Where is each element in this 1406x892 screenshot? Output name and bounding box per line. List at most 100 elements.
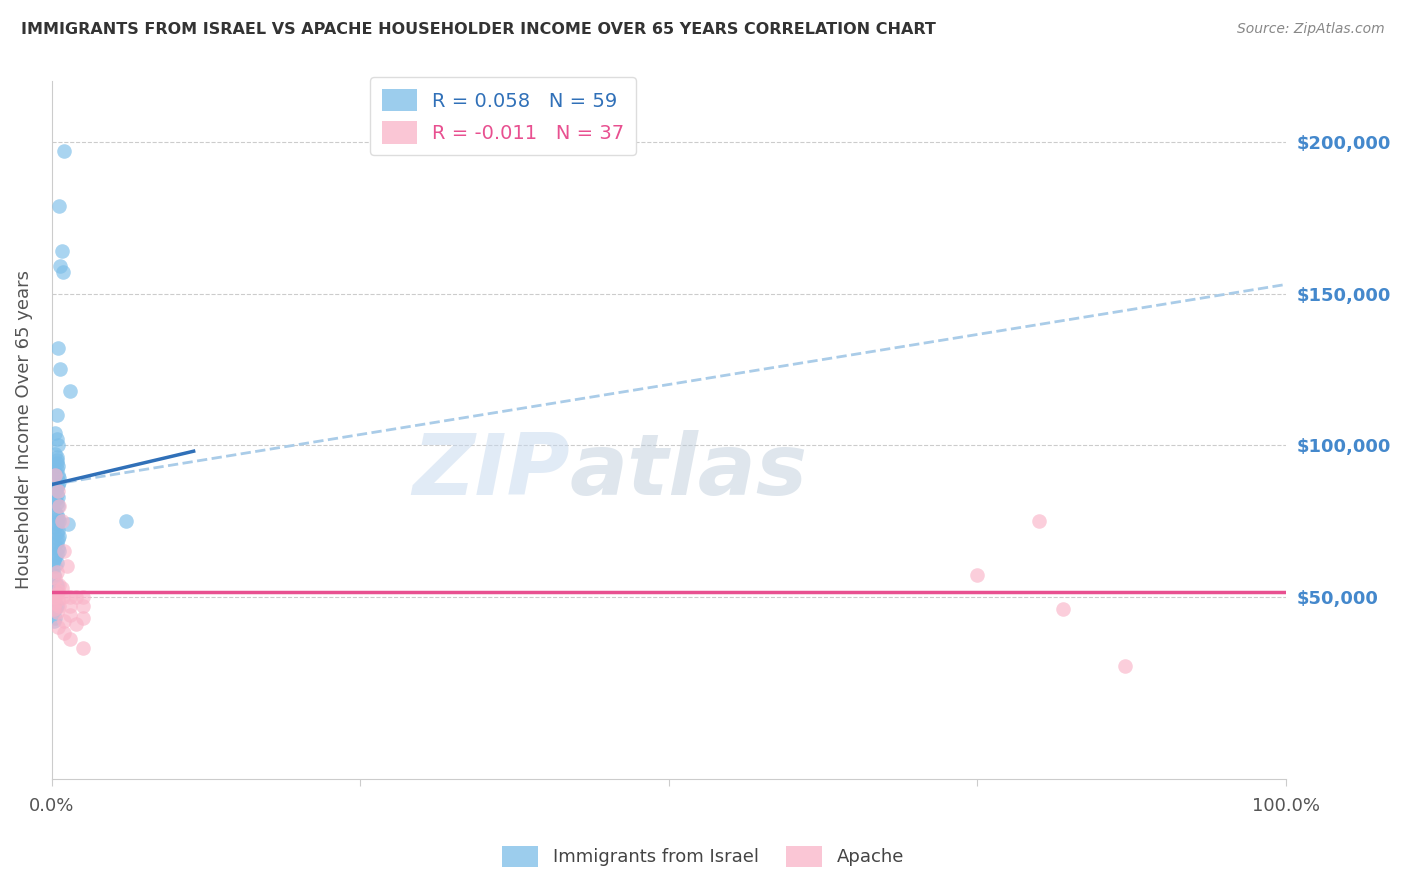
Point: [1052, 601, 1074, 615]
Point: [46, 477, 69, 491]
Point: [45, 450, 67, 465]
Point: [1028, 514, 1050, 528]
Point: [59, 590, 82, 604]
Point: [65, 616, 87, 631]
Point: [44, 596, 66, 610]
Point: [45, 432, 67, 446]
Point: [45, 496, 67, 510]
Point: [45, 453, 67, 467]
Point: [45, 535, 67, 549]
Point: [46, 583, 69, 598]
Point: [45, 481, 67, 495]
Point: [46, 490, 69, 504]
Point: [72, 611, 94, 625]
Text: atlas: atlas: [569, 430, 808, 513]
Point: [49, 260, 72, 274]
Y-axis label: Householder Income Over 65 years: Householder Income Over 65 years: [15, 270, 32, 590]
Point: [49, 362, 72, 376]
Point: [46, 592, 69, 607]
Point: [44, 583, 66, 598]
Point: [53, 544, 76, 558]
Point: [44, 614, 66, 628]
Point: [45, 547, 67, 561]
Point: [46, 511, 69, 525]
Point: [45, 408, 67, 422]
Point: [46, 499, 69, 513]
Point: [44, 492, 66, 507]
Point: [72, 641, 94, 656]
Point: [53, 614, 76, 628]
Text: IMMIGRANTS FROM ISRAEL VS APACHE HOUSEHOLDER INCOME OVER 65 YEARS CORRELATION CH: IMMIGRANTS FROM ISRAEL VS APACHE HOUSEHO…: [21, 22, 936, 37]
Point: [46, 483, 69, 498]
Text: Source: ZipAtlas.com: Source: ZipAtlas.com: [1237, 22, 1385, 37]
Point: [46, 541, 69, 556]
Point: [48, 529, 70, 543]
Point: [44, 596, 66, 610]
Point: [46, 468, 69, 483]
Point: [59, 632, 82, 646]
Point: [45, 587, 67, 601]
Point: [53, 626, 76, 640]
Point: [55, 559, 77, 574]
Point: [45, 526, 67, 541]
Point: [44, 611, 66, 625]
Point: [48, 499, 70, 513]
Point: [45, 577, 67, 591]
Point: [45, 557, 67, 571]
Point: [44, 553, 66, 567]
Text: ZIP: ZIP: [412, 430, 569, 513]
Point: [44, 601, 66, 615]
Point: [51, 514, 73, 528]
Point: [44, 559, 66, 574]
Point: [44, 505, 66, 519]
Point: [44, 425, 66, 440]
Legend: Immigrants from Israel, Apache: Immigrants from Israel, Apache: [495, 838, 911, 874]
Point: [966, 568, 988, 582]
Point: [44, 590, 66, 604]
Point: [44, 483, 66, 498]
Point: [48, 544, 70, 558]
Point: [52, 590, 75, 604]
Point: [48, 199, 70, 213]
Point: [44, 466, 66, 480]
Point: [59, 607, 82, 622]
Point: [44, 572, 66, 586]
Point: [44, 468, 66, 483]
Point: [59, 599, 82, 613]
Point: [114, 514, 136, 528]
Point: [44, 590, 66, 604]
Point: [45, 456, 67, 470]
Point: [44, 601, 66, 615]
Point: [45, 486, 67, 500]
Point: [72, 590, 94, 604]
Point: [45, 566, 67, 580]
Point: [46, 532, 69, 546]
Point: [45, 599, 67, 613]
Point: [45, 516, 67, 531]
Point: [45, 462, 67, 476]
Point: [44, 447, 66, 461]
Point: [44, 550, 66, 565]
Point: [48, 475, 70, 489]
Point: [45, 605, 67, 619]
Point: [48, 577, 70, 591]
Point: [56, 516, 79, 531]
Legend: R = 0.058   N = 59, R = -0.011   N = 37: R = 0.058 N = 59, R = -0.011 N = 37: [370, 78, 636, 155]
Point: [59, 384, 82, 398]
Point: [1114, 659, 1136, 673]
Point: [44, 520, 66, 534]
Point: [52, 265, 75, 279]
Point: [72, 599, 94, 613]
Point: [44, 538, 66, 552]
Point: [46, 341, 69, 355]
Point: [51, 581, 73, 595]
Point: [44, 568, 66, 582]
Point: [48, 471, 70, 485]
Point: [53, 144, 76, 158]
Point: [48, 599, 70, 613]
Point: [45, 508, 67, 522]
Point: [46, 620, 69, 634]
Point: [46, 438, 69, 452]
Point: [46, 523, 69, 537]
Point: [51, 244, 73, 259]
